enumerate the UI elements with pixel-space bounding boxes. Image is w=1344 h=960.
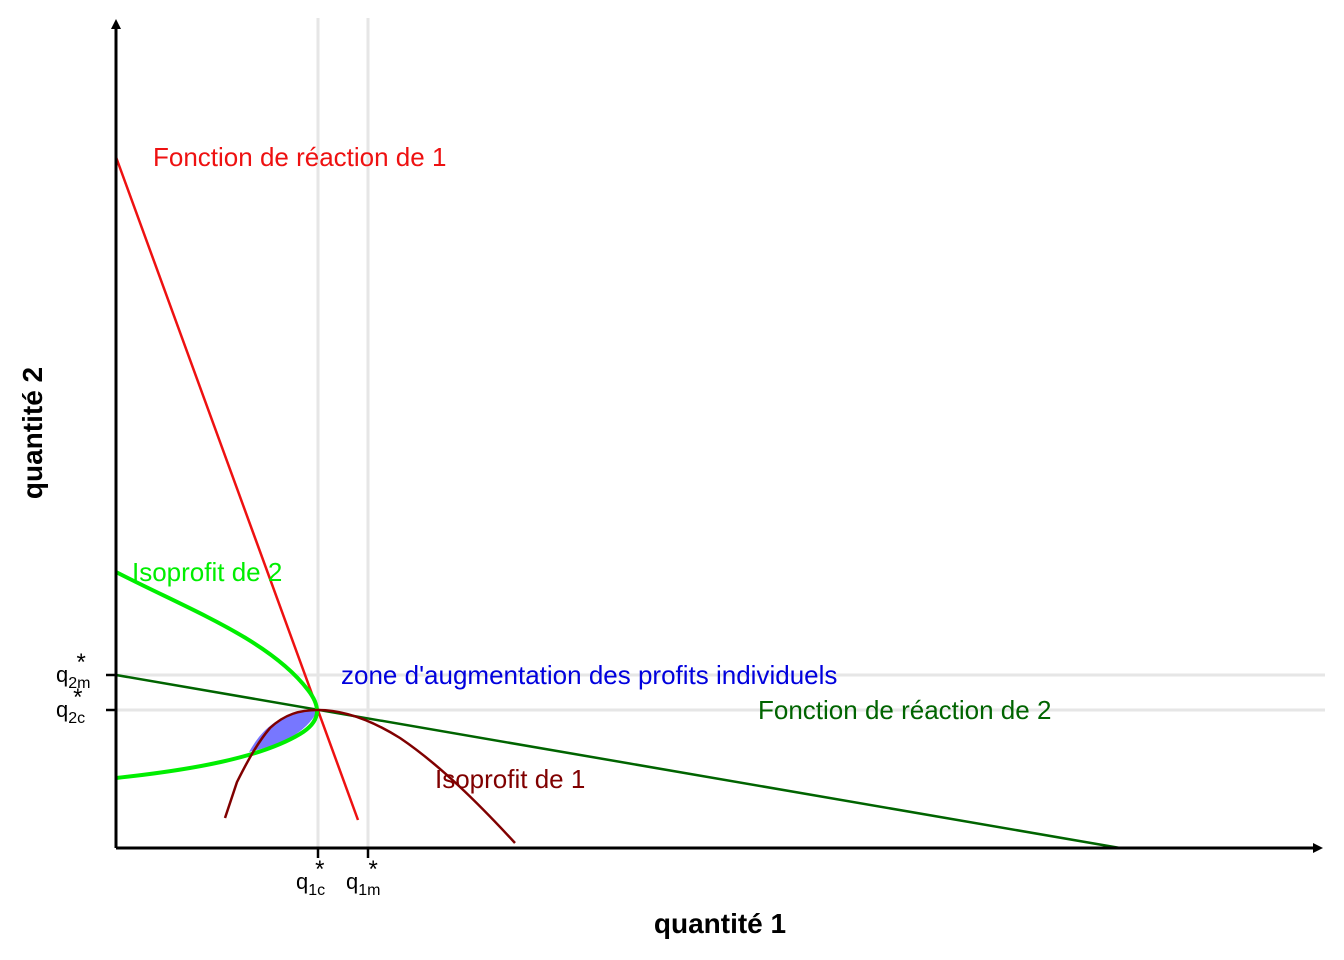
tick-label-q1m: q1m* [346,856,380,899]
reaction-function-2 [115,673,1121,850]
profit-increase-zone [249,710,318,752]
tick-label-q2c: q2c* [56,684,85,727]
isoprofit-1-curve [223,708,516,844]
tick-label-q2m: q2m* [56,649,90,692]
zone-label: zone d'augmentation des profits individu… [341,660,837,690]
tick-label-q1c: q1c* [296,856,325,899]
reaction-function-2-label: Fonction de réaction de 2 [758,695,1051,725]
isoprofit-2-label: Isoprofit de 2 [132,557,282,587]
reaction-function-1 [114,156,360,821]
isoprofit-2-curve [115,570,319,780]
y-axis-title: quantité 2 [17,367,48,499]
x-axis-title: quantité 1 [654,908,786,939]
reaction-function-1-label: Fonction de réaction de 1 [153,142,446,172]
isoprofit-1-label: Isoprofit de 1 [435,764,585,794]
